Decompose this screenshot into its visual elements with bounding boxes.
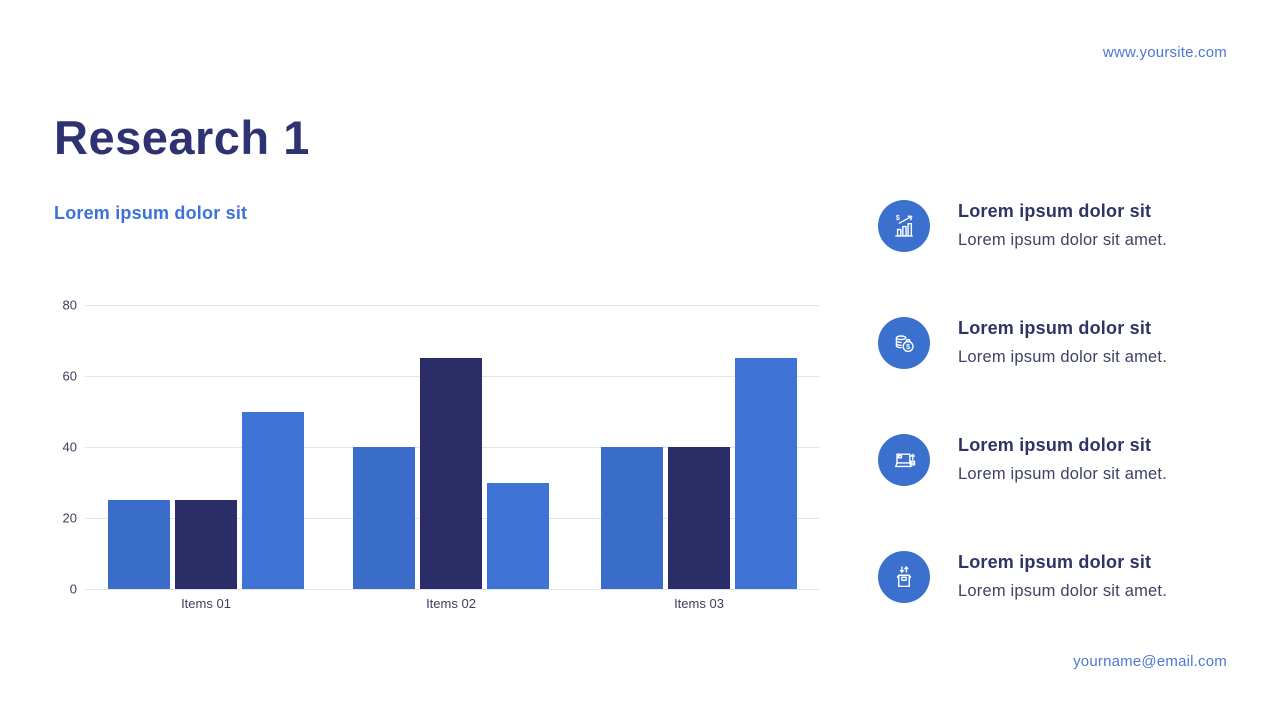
list-item: $ Lorem ipsum dolor sit Lorem ipsum dolo… xyxy=(878,317,1248,434)
y-axis-tick-label: 80 xyxy=(62,297,77,313)
y-axis-tick-label: 0 xyxy=(69,581,77,597)
x-axis-category-label: Items 02 xyxy=(426,596,476,611)
feature-text: Lorem ipsum dolor sit Lorem ipsum dolor … xyxy=(958,551,1167,601)
feature-text: Lorem ipsum dolor sit Lorem ipsum dolor … xyxy=(958,200,1167,250)
chart-bar xyxy=(668,447,730,589)
chart-bar xyxy=(487,482,549,589)
bar-group-items-03 xyxy=(601,358,797,589)
gridline xyxy=(85,589,820,590)
chart-plot-area: 0 20 40 60 80 Items 01 Items 02 Items 03 xyxy=(63,298,820,611)
chart-bar xyxy=(242,411,304,589)
box-shipping-icon xyxy=(878,551,930,603)
chart-bar xyxy=(108,500,170,589)
x-axis-category-label: Items 01 xyxy=(181,596,231,611)
feature-text: Lorem ipsum dolor sit Lorem ipsum dolor … xyxy=(958,434,1167,484)
feature-text: Lorem ipsum dolor sit Lorem ipsum dolor … xyxy=(958,317,1167,367)
y-axis-tick-label: 20 xyxy=(62,510,77,526)
page-title: Research 1 xyxy=(54,111,310,164)
svg-text:$: $ xyxy=(906,344,910,351)
website-link[interactable]: www.yoursite.com xyxy=(1102,44,1227,61)
page-subtitle: Lorem ipsum dolor sit xyxy=(54,203,248,223)
list-item: Lorem ipsum dolor sit Lorem ipsum dolor … xyxy=(878,551,1248,668)
bar-chart: 0 20 40 60 80 Items 01 Items 02 Items 03 xyxy=(54,240,834,620)
email-link[interactable]: yourname@email.com xyxy=(1073,653,1227,670)
feature-description: Lorem ipsum dolor sit amet. xyxy=(958,582,1167,600)
feature-description: Lorem ipsum dolor sit amet. xyxy=(958,465,1167,483)
feature-description: Lorem ipsum dolor sit amet. xyxy=(958,348,1167,366)
y-axis-tick-label: 40 xyxy=(62,439,77,455)
y-axis-tick-label: 60 xyxy=(62,368,77,384)
chart-bar xyxy=(175,500,237,589)
chart-bar xyxy=(601,447,663,589)
growth-chart-icon: $ xyxy=(878,200,930,252)
chart-bar xyxy=(420,358,482,589)
feature-description: Lorem ipsum dolor sit amet. xyxy=(958,231,1167,249)
chart-bar xyxy=(353,447,415,589)
svg-text:$: $ xyxy=(896,215,900,222)
list-item: $ Lorem ipsum dolor sit Lorem ipsum dolo… xyxy=(878,200,1248,317)
money-savings-icon: $ xyxy=(878,317,930,369)
feature-title: Lorem ipsum dolor sit xyxy=(958,318,1152,338)
feature-title: Lorem ipsum dolor sit xyxy=(958,201,1152,221)
list-item: Lorem ipsum dolor sit Lorem ipsum dolor … xyxy=(878,434,1248,551)
bar-group-items-01 xyxy=(108,411,304,589)
feature-title: Lorem ipsum dolor sit xyxy=(958,552,1152,572)
feature-list: $ Lorem ipsum dolor sit Lorem ipsum dolo… xyxy=(878,200,1248,668)
gridline xyxy=(85,305,820,306)
x-axis-category-label: Items 03 xyxy=(674,596,724,611)
feature-title: Lorem ipsum dolor sit xyxy=(958,435,1152,455)
chart-bar xyxy=(735,358,797,589)
bar-group-items-02 xyxy=(353,358,549,589)
laptop-upload-icon xyxy=(878,434,930,486)
